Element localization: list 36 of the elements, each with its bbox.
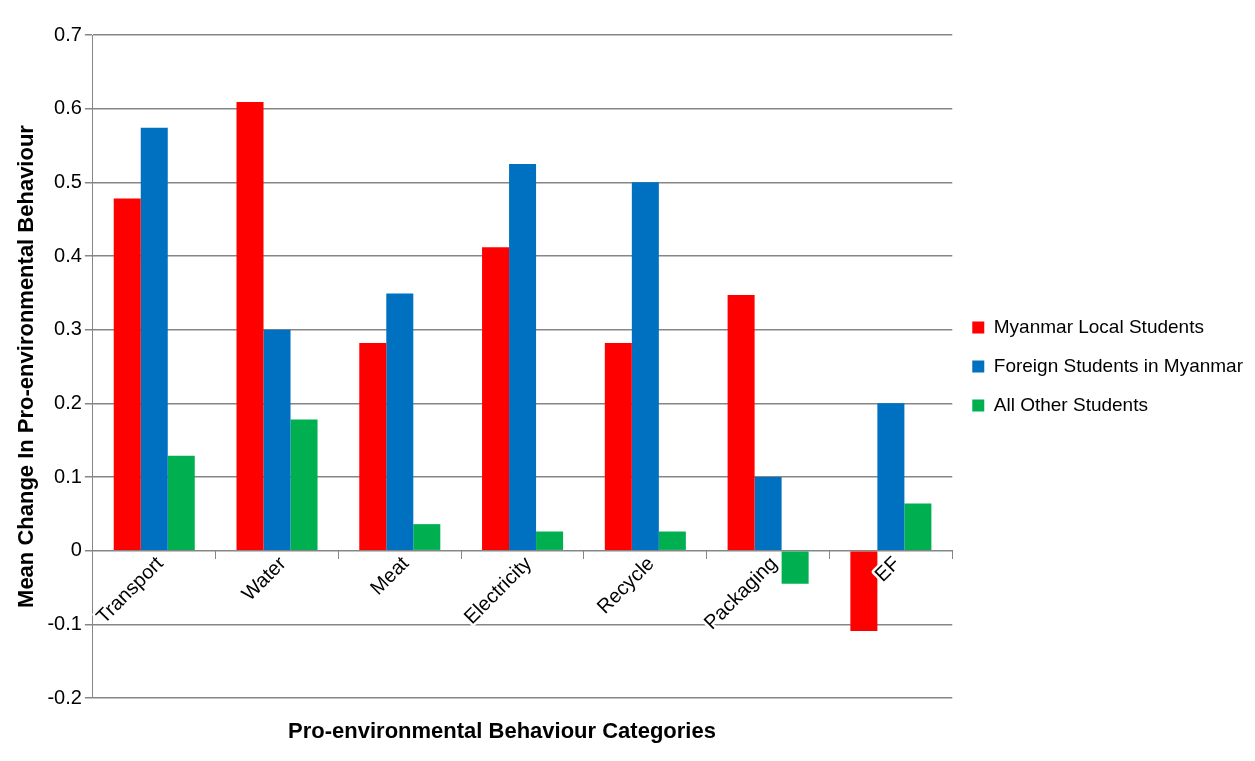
bar	[482, 247, 510, 550]
y-tick-label: 0.5	[54, 169, 82, 192]
legend-label: All Other Students	[993, 393, 1148, 415]
y-tick-label: 0.6	[54, 96, 82, 119]
y-tick-label: 0.2	[54, 390, 82, 413]
bar	[236, 102, 264, 550]
bar	[754, 477, 782, 550]
bar	[604, 342, 632, 550]
legend-label: Foreign Students in Myanmar	[993, 354, 1244, 376]
bar	[781, 551, 809, 584]
bar	[658, 531, 686, 550]
bar	[113, 198, 141, 550]
bar	[413, 524, 441, 550]
y-tick-label: 0.3	[54, 317, 82, 340]
y-tick-label: -0.2	[47, 685, 82, 708]
bar	[140, 127, 168, 550]
y-tick-label: 0	[70, 538, 82, 561]
bar	[509, 163, 537, 550]
legend-label: Myanmar Local Students	[993, 315, 1204, 337]
x-tick-label: EF	[869, 551, 904, 586]
bar	[263, 329, 291, 550]
y-tick-label: -0.1	[47, 611, 82, 634]
y-tick-label: 0.1	[54, 464, 82, 487]
bar	[536, 531, 564, 550]
bar	[631, 182, 659, 550]
bar	[386, 293, 414, 550]
y-axis-title: Mean Change In Pro-environmental Behaviour	[13, 124, 39, 608]
bar	[167, 455, 195, 550]
y-tick-label: 0.4	[54, 243, 82, 266]
y-tick-label: 0.7	[54, 22, 82, 45]
bar	[359, 342, 387, 550]
bar	[904, 503, 932, 550]
bar	[290, 419, 318, 550]
x-axis-title: Pro-environmental Behaviour Categories	[287, 718, 717, 744]
bar	[877, 403, 905, 550]
bar	[727, 295, 755, 550]
